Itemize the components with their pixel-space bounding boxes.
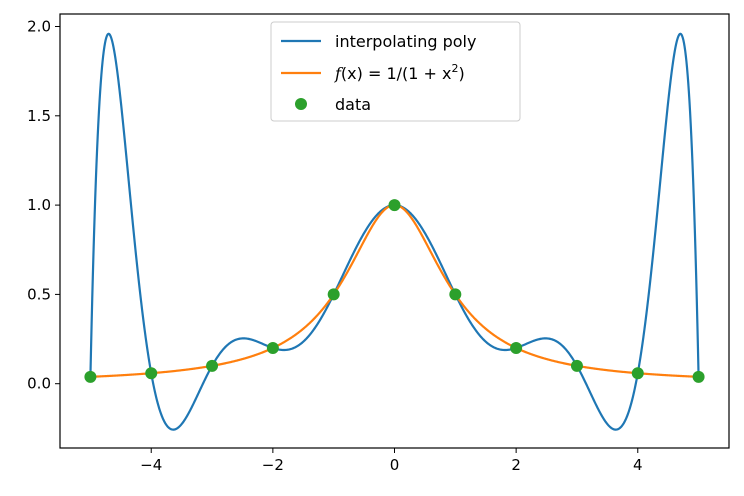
series-fx — [90, 203, 699, 378]
x-axis: −4 −2 0 2 4 — [140, 448, 643, 474]
y-axis: 0.0 0.5 1.0 1.5 2.0 — [27, 18, 60, 393]
data-point — [510, 341, 523, 354]
legend-label-fx: f(x) = 1/(1 + x2) — [334, 62, 465, 83]
legend-label-data: data — [335, 95, 371, 114]
data-point — [327, 288, 340, 301]
legend-label-fx-suffix: ) — [459, 64, 465, 83]
data-point — [206, 359, 219, 372]
data-point — [631, 367, 644, 380]
legend-swatch-data — [295, 98, 307, 110]
x-tick-label: 0 — [390, 456, 400, 474]
data-point — [84, 370, 97, 383]
x-tick-label: 4 — [633, 456, 643, 474]
legend-label-interpolating-poly: interpolating poly — [335, 32, 476, 51]
x-tick-label: −2 — [262, 456, 284, 474]
legend-label-fx-sup: 2 — [452, 62, 459, 75]
data-point — [570, 359, 583, 372]
legend-frame — [270, 21, 521, 122]
x-tick-label: −4 — [140, 456, 162, 474]
y-tick-label: 1.5 — [27, 107, 51, 125]
legend-label-fx-main: (x) = 1/(1 + x — [341, 64, 452, 83]
x-tick-label: 2 — [511, 456, 521, 474]
data-point — [692, 370, 705, 383]
y-tick-label: 1.0 — [27, 196, 51, 214]
data-point — [388, 199, 401, 212]
y-tick-label: 2.0 — [27, 18, 51, 36]
plot-area — [84, 32, 705, 431]
data-point — [266, 341, 279, 354]
data-point — [145, 367, 158, 380]
legend-label-fx-prefix: f — [334, 64, 344, 83]
y-tick-label: 0.5 — [27, 285, 51, 303]
legend: interpolating poly f(x) = 1/(1 + x2) dat… — [270, 21, 521, 122]
y-tick-label: 0.0 — [27, 375, 51, 393]
data-point — [449, 288, 462, 301]
